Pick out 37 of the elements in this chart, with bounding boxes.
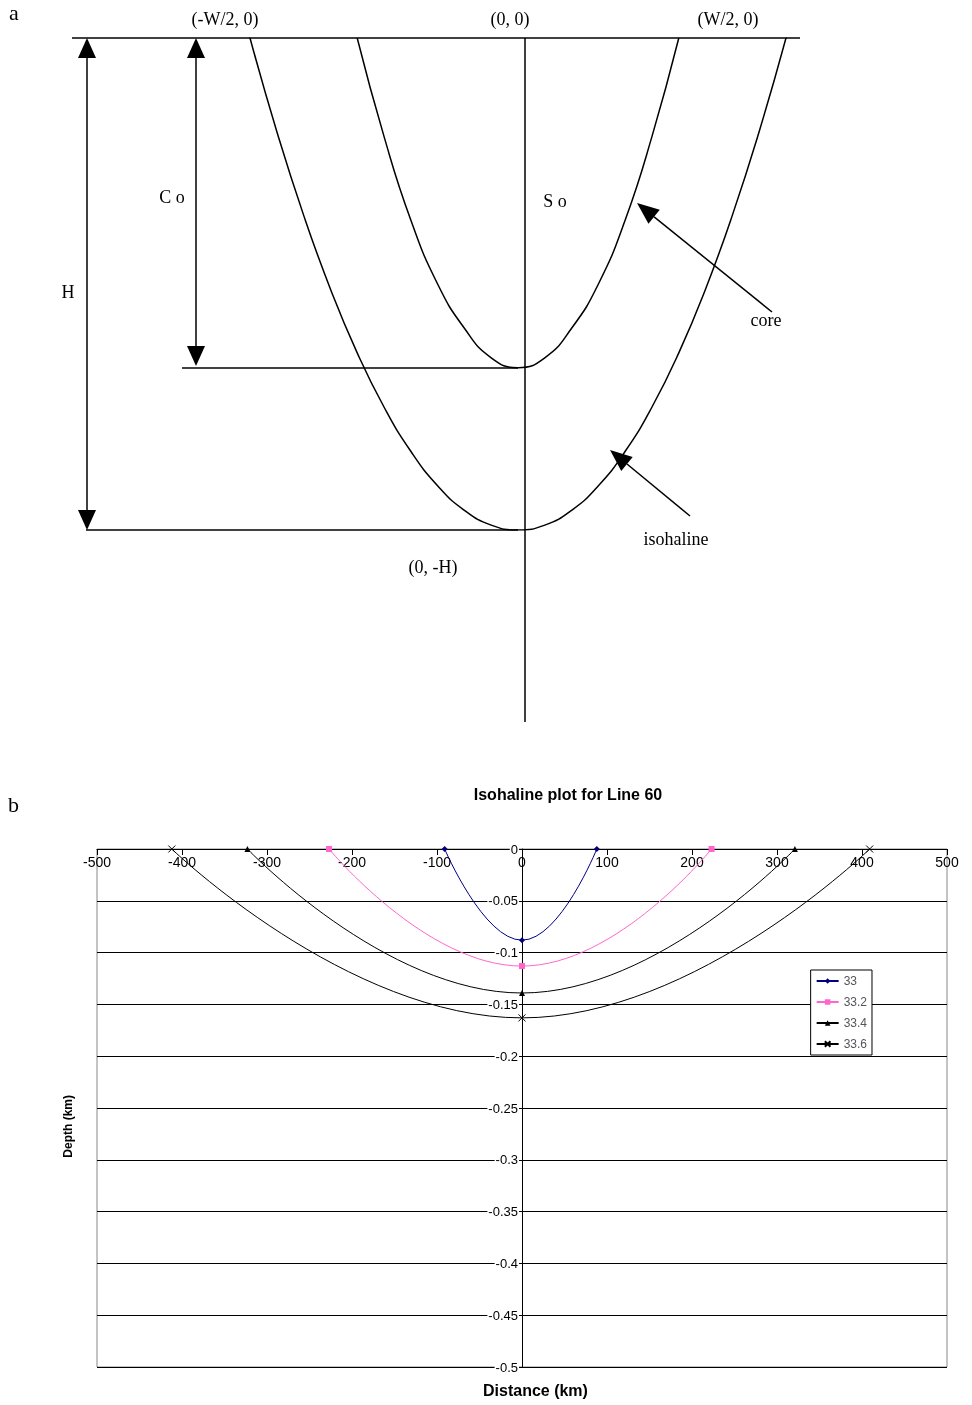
text: (0, -H) [408,557,458,578]
text: b [8,791,19,817]
y-tick-label: -0.25 [488,1100,518,1116]
y-tick-label: 0 [510,841,518,857]
y-tick-label: -0.1 [495,945,518,961]
x-tick-label: -500 [82,854,112,870]
x-axis-title: Distance (km) [483,1381,588,1399]
x-tick-label: 300 [765,854,789,870]
y-tick-label: -0.3 [495,1152,518,1168]
y-tick-label: -0.05 [488,893,518,909]
y-tick-label: -0.2 [495,1048,518,1064]
x-tick-label: -100 [422,854,452,870]
legend-label: 33.2 [843,995,868,1009]
x-tick-label: -200 [337,854,367,870]
y-tick-label: -0.35 [488,1204,518,1220]
x-tick-label: 100 [595,854,619,870]
y-tick-label: -0.15 [488,996,518,1012]
x-tick-label: 400 [850,854,874,870]
text: C o [159,187,185,207]
text: a [9,0,20,25]
annotation: S o [543,191,567,211]
legend-label: 33 [843,974,858,988]
chart-title: Isohaline plot for Line 60 [473,785,663,803]
text: (-W/2, 0) [191,9,259,30]
annotation: core [750,310,782,330]
text: (W/2, 0) [697,9,759,30]
annotation: isohaline [643,529,709,549]
x-tick-label: 200 [680,854,704,870]
x-tick-label: 500 [935,854,959,870]
y-tick-label: -0.4 [495,1255,518,1271]
legend-label: 33.4 [843,1016,868,1030]
legend-label: 33.6 [843,1037,868,1051]
y-tick-label: -0.45 [488,1307,518,1323]
y-tick-label: -0.5 [495,1359,518,1375]
text: H [61,282,75,302]
text: (0, 0) [490,9,530,30]
y-axis-title: Depth (km) [61,1094,75,1158]
